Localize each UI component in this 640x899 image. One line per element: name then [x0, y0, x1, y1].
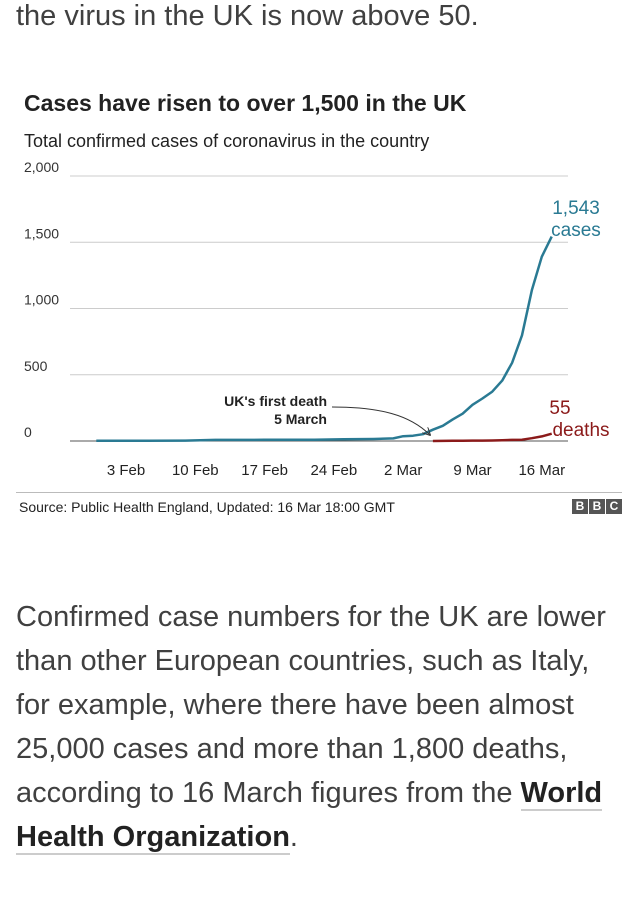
x-tick-label: 24 Feb	[311, 462, 358, 479]
chart-footer: Source: Public Health England, Updated: …	[16, 492, 622, 515]
x-tick-label: 10 Feb	[172, 462, 219, 479]
x-tick-label: 9 Mar	[453, 462, 491, 479]
paragraph-end: .	[289, 821, 298, 853]
y-tick-label: 2,000	[24, 160, 59, 175]
bbc-logo-letter: B	[572, 499, 588, 514]
bbc-logo-letter: C	[606, 499, 622, 514]
annotation-line: 5 March	[274, 411, 327, 427]
bbc-logo-letter: B	[589, 499, 605, 514]
line-chart: 0 500 1,000 1,500 2,000 3 Feb 10 Feb 17 Feb 24 F…	[24, 160, 610, 479]
article-top-line: the virus in the UK is now above 50.	[16, 0, 479, 32]
cases-value-label: 1,543	[552, 198, 600, 219]
x-tick-label: 2 Mar	[384, 462, 422, 479]
cases-series-line	[96, 236, 553, 442]
chart-subtitle: Total confirmed cases of coronavirus in …	[24, 131, 430, 151]
who-link[interactable]: World Health Organization	[16, 777, 603, 855]
annotation-arrow	[331, 406, 430, 435]
deaths-series-line	[432, 432, 553, 443]
paragraph-text: Confirmed case numbers for the UK are lo…	[16, 601, 606, 809]
chart-source: Source: Public Health England, Updated: …	[19, 499, 395, 515]
cases-unit-label: cases	[551, 220, 601, 241]
y-tick-label: 0	[24, 424, 32, 440]
chart-title: Cases have risen to over 1,500 in the UK	[24, 90, 467, 116]
bbc-logo: B B C	[572, 499, 622, 514]
y-tick-label: 1,000	[24, 292, 59, 308]
x-tick-label: 16 Mar	[518, 462, 565, 479]
deaths-unit-label: deaths	[552, 420, 609, 441]
x-tick-label: 3 Feb	[107, 462, 145, 479]
y-tick-label: 500	[24, 358, 48, 374]
y-tick-label: 1,500	[24, 225, 59, 241]
x-tick-label: 17 Feb	[241, 462, 288, 479]
deaths-value-label: 55	[549, 398, 570, 419]
annotation-line: UK's first death	[224, 393, 327, 409]
article-paragraph: Confirmed case numbers for the UK are lo…	[16, 595, 626, 859]
